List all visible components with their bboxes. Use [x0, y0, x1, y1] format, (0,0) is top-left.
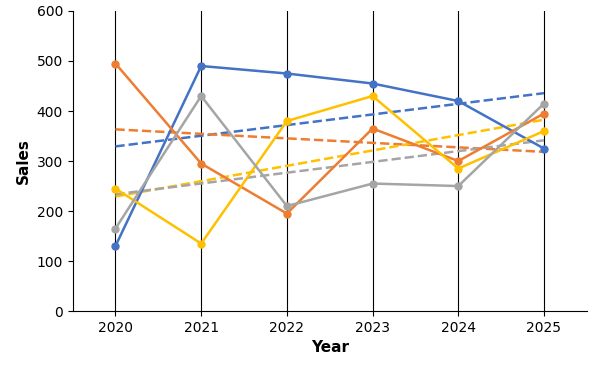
X-axis label: Year: Year [311, 340, 348, 355]
Y-axis label: Sales: Sales [16, 138, 31, 184]
